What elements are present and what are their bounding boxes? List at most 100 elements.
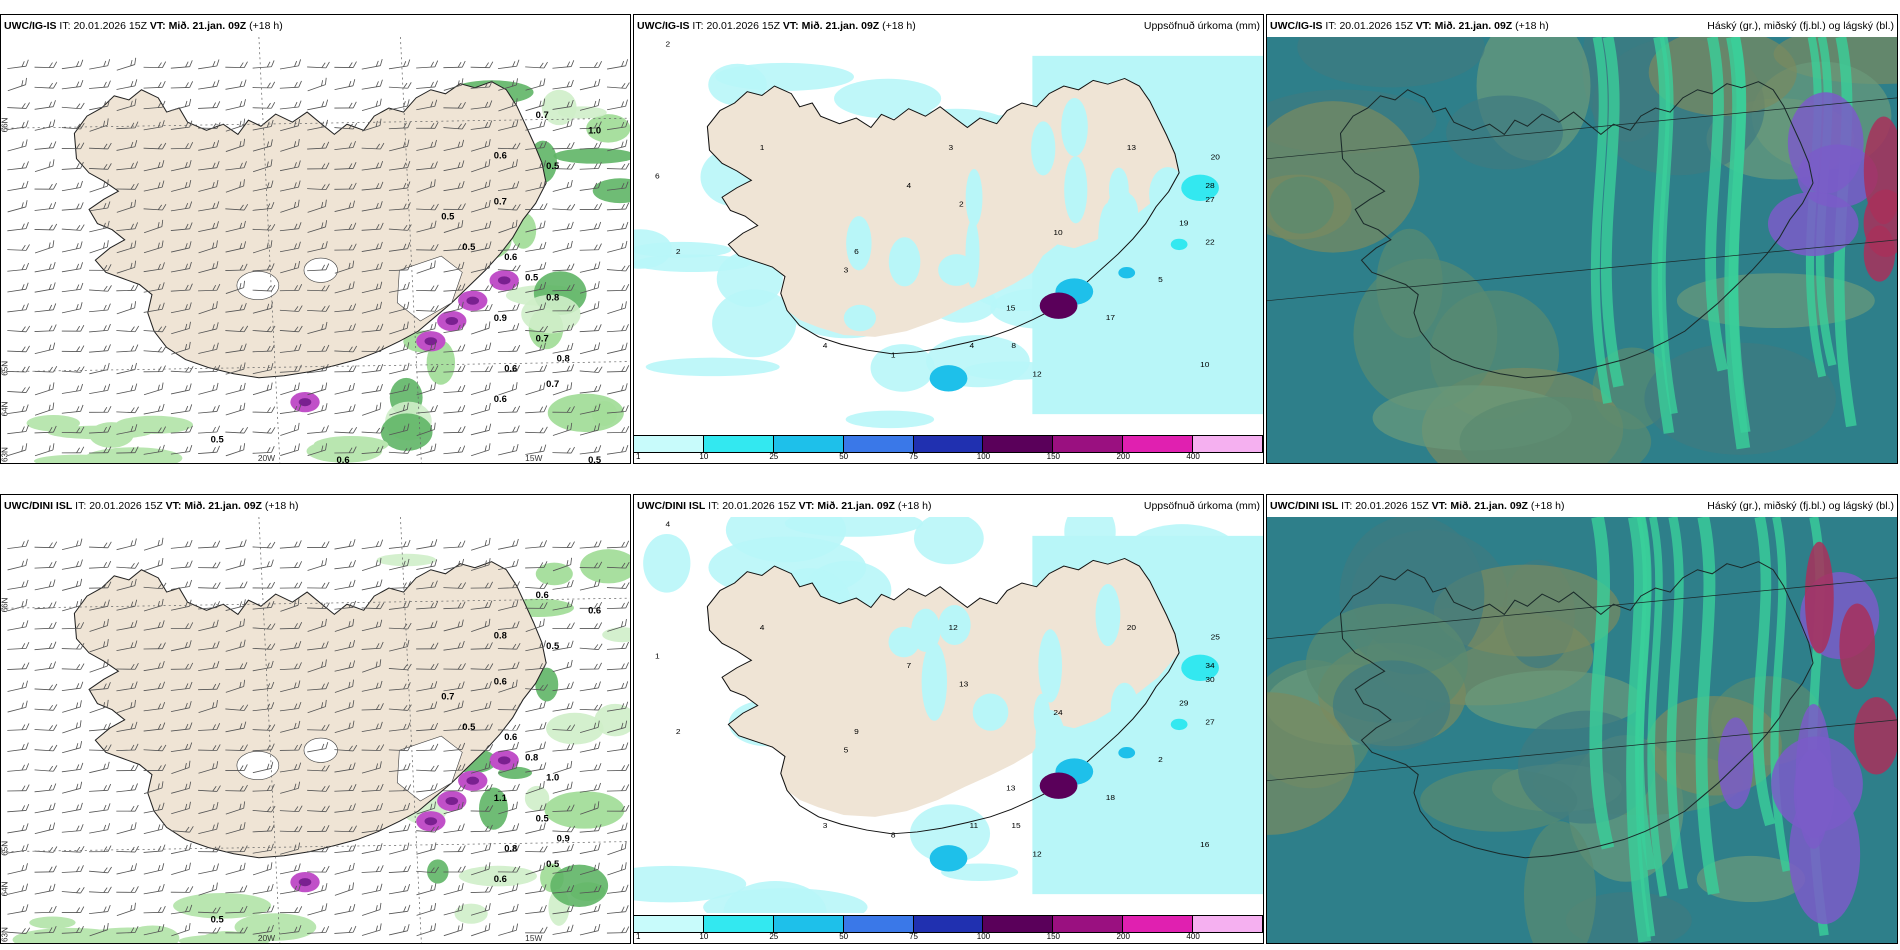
wind-barb: [7, 180, 29, 192]
wind-barb: [579, 681, 601, 692]
valid-time-label: VT:: [782, 20, 799, 32]
wind-barb: [388, 884, 411, 895]
wind-barb: [579, 741, 601, 753]
wind-barb: [334, 61, 357, 68]
wind-barb: [62, 781, 83, 794]
wind-barb: [525, 241, 547, 252]
wind-barb: [89, 344, 111, 353]
wind-barb: [498, 282, 519, 293]
wind-barb: [552, 580, 574, 590]
wind-barb: [198, 661, 220, 672]
wind-barb: [225, 558, 246, 571]
wind-barb: [443, 601, 466, 610]
wind-barb: [7, 742, 29, 752]
cloud-area: [1267, 692, 1355, 835]
wind-barb: [198, 882, 218, 896]
wind-barb: [525, 618, 545, 633]
wind-barb: [170, 662, 194, 670]
wind-barb: [252, 623, 276, 630]
wind-barb: [580, 801, 600, 815]
wind-barb: [416, 580, 438, 590]
wind-barb: [579, 203, 603, 210]
precip-total-label: 5: [844, 746, 849, 755]
wind-barb: [498, 679, 518, 693]
wind-barb: [34, 82, 58, 89]
wind-barb: [498, 599, 519, 611]
wind-barb: [170, 142, 194, 150]
wind-barb: [416, 801, 436, 815]
wind-barb: [389, 423, 410, 436]
wind-barb: [552, 701, 574, 712]
map-canvas: 66N 65N 64N 63N 20W 15W 0.6 0.6 0.8 0.7 0.6 0.5 0.5 0…: [1, 517, 630, 943]
precip-value-label: 0.6: [504, 364, 517, 374]
wind-barb: [470, 179, 491, 193]
panel-header: UWC/IG-IS IT: 20.01.2026 15Z VT: Mið. 21…: [634, 15, 1263, 37]
wind-barb: [280, 842, 301, 855]
map-canvas: [1267, 37, 1897, 463]
wind-barb: [388, 160, 411, 171]
wind-barb: [470, 303, 493, 312]
wind-barb: [116, 283, 139, 292]
panel-header: UWC/DINI ISL IT: 20.01.2026 15Z VT: Mið.…: [1, 495, 630, 517]
high-cloud: [1854, 697, 1897, 775]
wind-barb: [334, 844, 357, 854]
wind-barb: [89, 560, 112, 569]
wind-barb: [170, 722, 193, 732]
wind-barb: [307, 305, 330, 312]
wind-barb: [61, 762, 84, 773]
wind-barb: [497, 203, 521, 211]
precip-area: [938, 254, 975, 286]
precip-total-label: 4: [969, 342, 974, 351]
wind-barb: [171, 98, 192, 111]
wind-barb: [470, 744, 494, 751]
wind-barb: [470, 100, 493, 110]
wind-barb: [280, 443, 300, 456]
wind-barb: [116, 804, 139, 812]
wind-barb: [388, 704, 412, 711]
cloud-band: [1695, 517, 1720, 895]
colorbar-tick-label: 100: [976, 932, 991, 941]
wind-barb: [497, 59, 520, 70]
wind-barb: [606, 764, 630, 772]
wind-barb: [606, 582, 630, 589]
wind-barb: [225, 426, 249, 434]
wind-barb: [61, 559, 83, 570]
wind-barb: [388, 539, 411, 549]
wind-barb: [443, 640, 465, 651]
wind-barb: [279, 863, 301, 875]
wind-barb: [252, 600, 275, 610]
wind-barb: [307, 241, 328, 253]
panel-field-title: Háský (gr.), miðský (fj.bl.) og lágský (…: [1707, 20, 1894, 32]
wind-barb: [552, 843, 574, 854]
wind-barb: [252, 139, 273, 152]
wind-barb: [225, 443, 246, 457]
precip-value-label: 0.9: [557, 834, 570, 844]
wind-barb: [7, 804, 30, 813]
precip-total-label: 27: [1205, 195, 1215, 204]
colorbar-tick-label: 100: [976, 452, 991, 461]
wind-barb: [307, 183, 330, 191]
wind-barb: [170, 302, 192, 314]
wind-barb: [416, 681, 438, 692]
latitude-label: 66N: [1, 117, 9, 132]
valid-time-value: Mið. 21.jan. 09Z: [1450, 500, 1528, 512]
wind-barb: [116, 599, 138, 611]
wind-barb: [7, 200, 28, 213]
wind-barb: [552, 557, 572, 572]
wind-barb: [252, 559, 274, 570]
wind-barb: [552, 203, 576, 211]
wind-barb: [89, 783, 112, 792]
wind-barb: [497, 783, 520, 792]
wind-barb: [198, 723, 221, 731]
wind-barb: [388, 763, 411, 772]
wind-barb: [7, 345, 30, 353]
heavy-precip: [1118, 747, 1136, 759]
wind-barb: [388, 242, 411, 252]
wind-barb: [606, 804, 630, 812]
wind-barb: [416, 722, 439, 732]
wind-barb: [307, 199, 327, 213]
wind-barb: [143, 822, 165, 835]
wind-barb: [552, 904, 574, 915]
wind-barb: [416, 161, 438, 171]
panel-header: UWC/DINI ISL IT: 20.01.2026 15Z VT: Mið.…: [1267, 495, 1897, 517]
